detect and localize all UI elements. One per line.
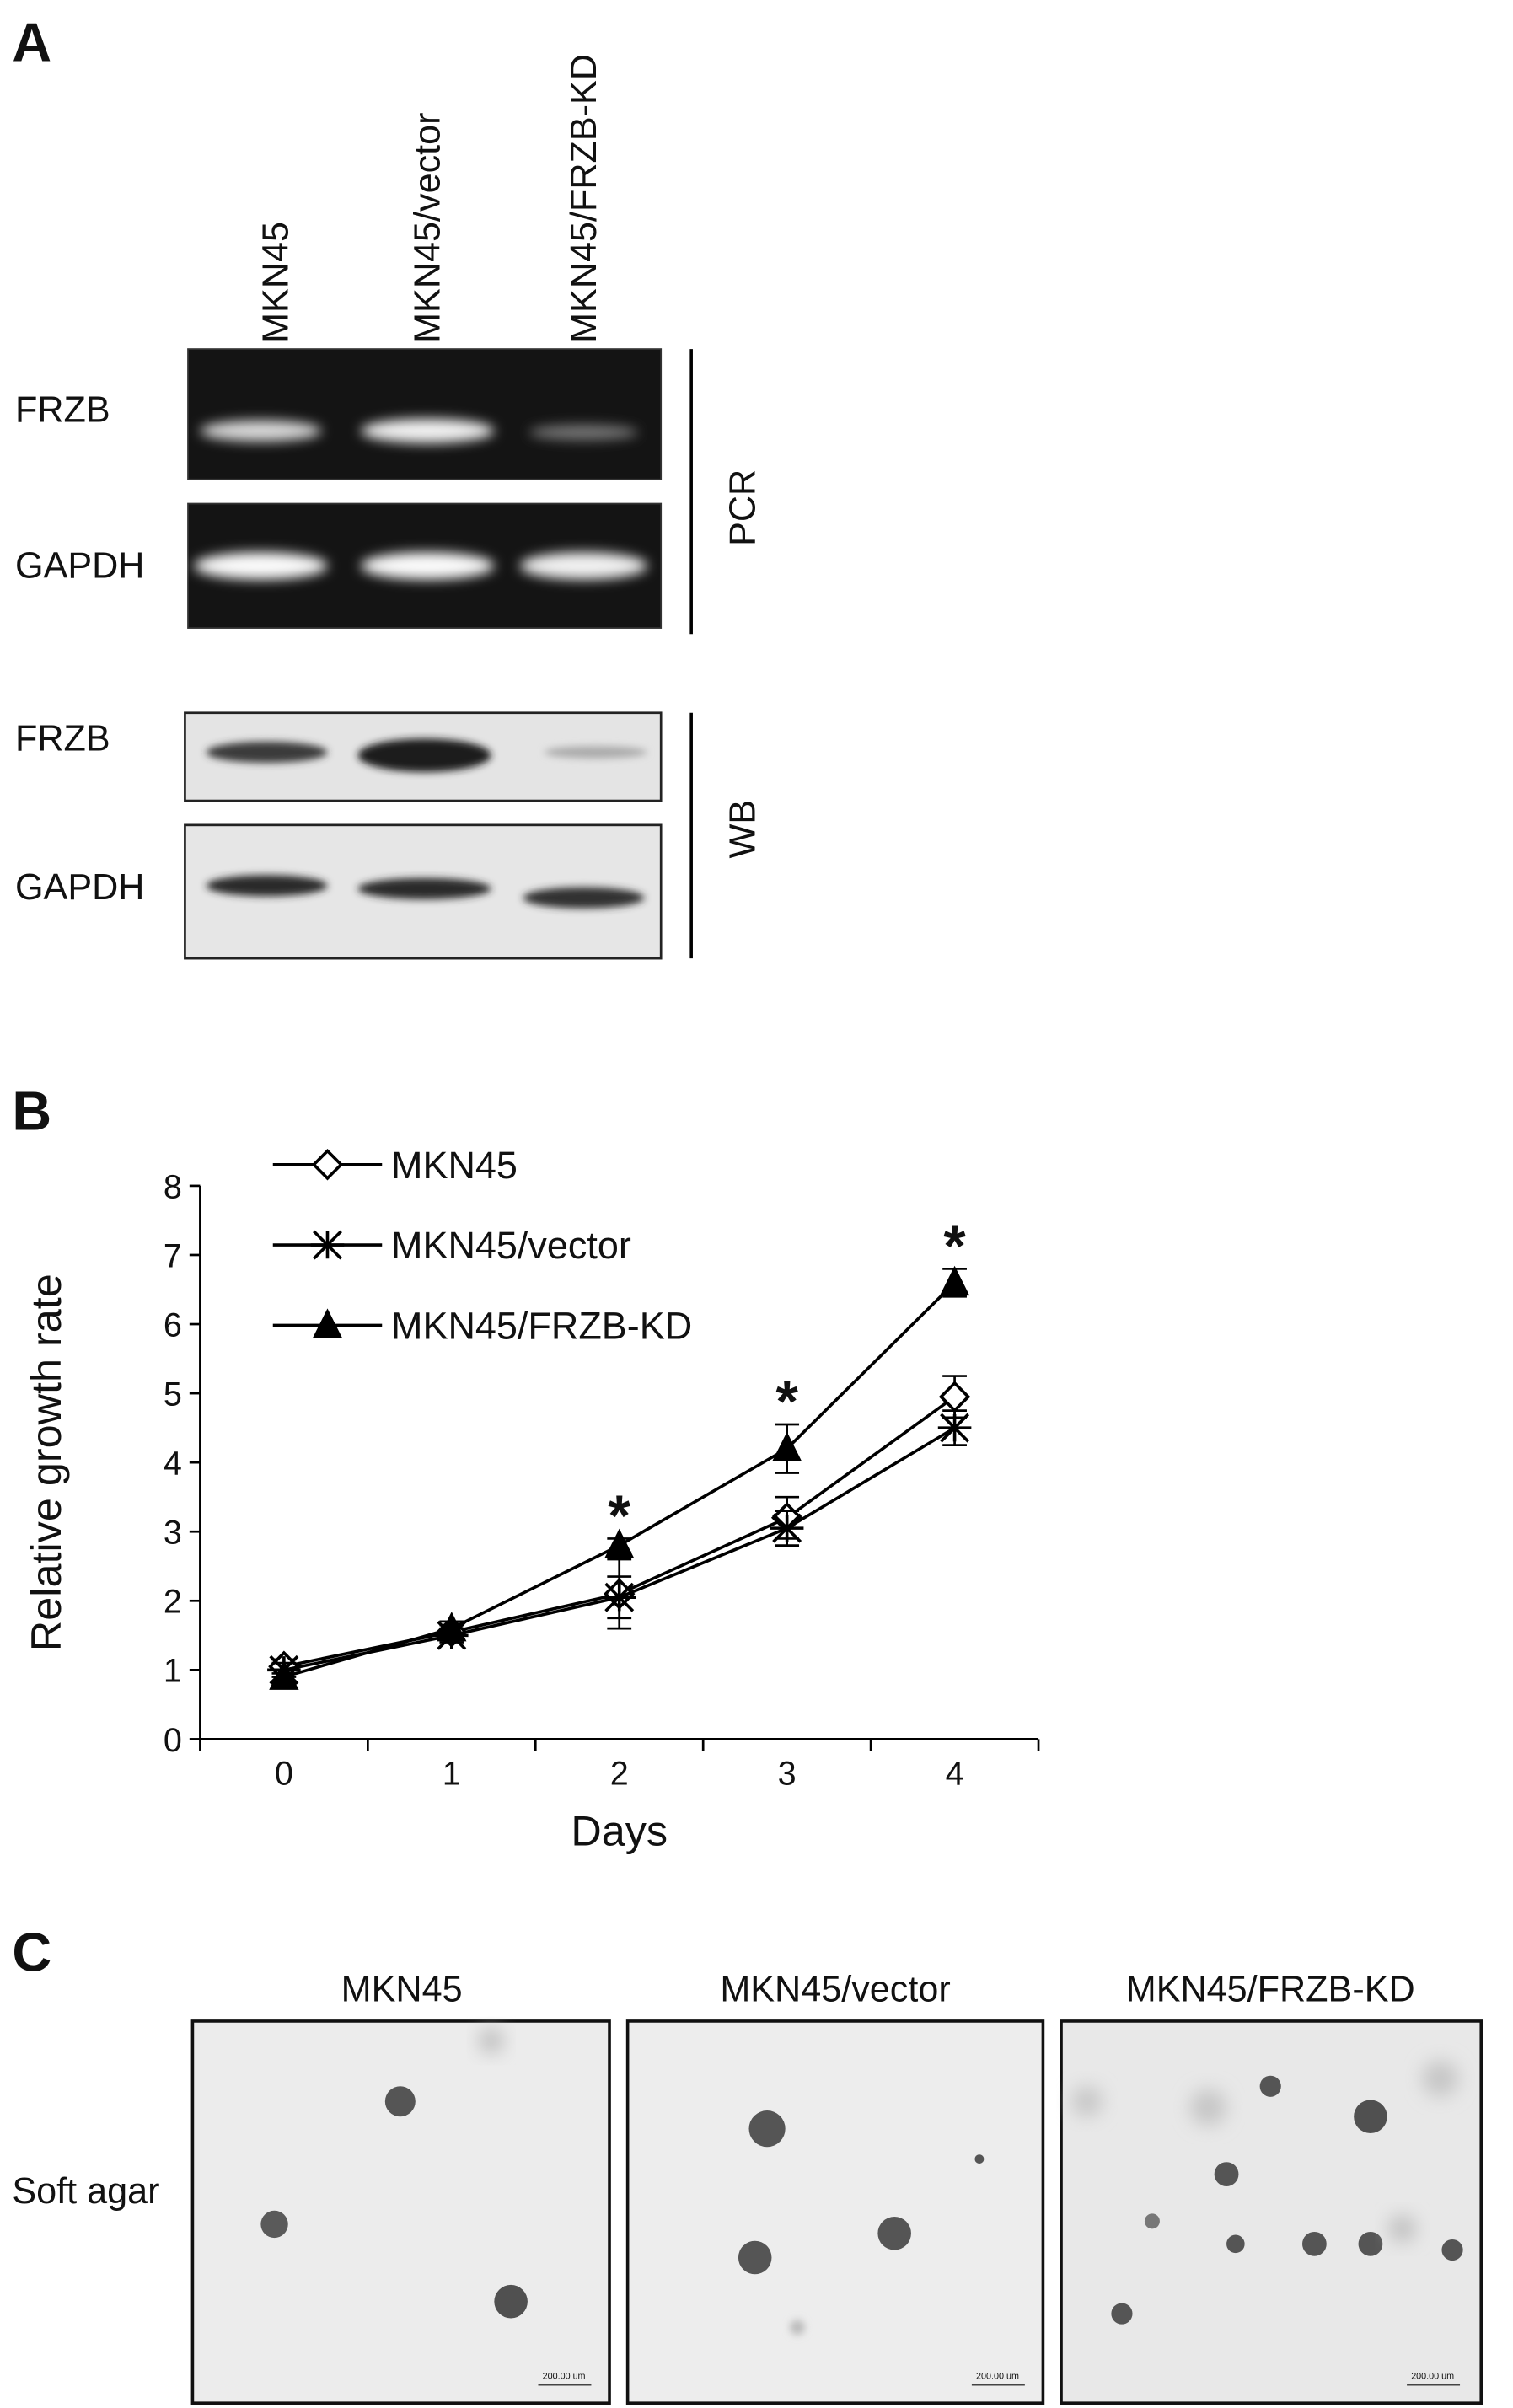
colony [738,2240,772,2275]
band [528,425,639,441]
colony [877,2216,911,2250]
point [772,1431,802,1462]
legend-label: MKN45 [391,1144,518,1187]
method-label: WB [723,800,764,859]
x-tick-label: 3 [778,1755,797,1792]
point [937,1413,972,1443]
gel-frame [187,348,663,480]
y-tick-label: 1 [164,1653,182,1690]
column-title: MKN45/FRZB-KD [1126,1970,1415,2010]
colony [384,2086,416,2117]
band [357,877,491,899]
debris [974,2154,985,2164]
colony [1259,2075,1281,2097]
colony [260,2210,288,2239]
scale-text: 200.00 um [976,2371,1019,2381]
lane-label: MKN45 [256,222,297,343]
colony [1144,2213,1160,2229]
band [544,746,648,759]
micrograph: 200.00 um [1060,2019,1483,2405]
micrograph: 200.00 um [190,2019,611,2405]
y-tick-label: 5 [164,1376,182,1413]
x-tick-label: 0 [275,1755,293,1792]
blur-spot [479,2028,504,2053]
band [206,741,328,764]
blur-spot [1388,2215,1416,2243]
y-tick-label: 7 [164,1237,182,1274]
point [604,1528,635,1558]
colony [494,2284,528,2319]
band [357,738,491,772]
y-tick-label: 6 [164,1306,182,1343]
x-tick-label: 4 [946,1755,964,1792]
row-label: FRZB [15,719,110,759]
legend-marker [311,1149,344,1181]
x-tick-label: 1 [443,1755,461,1792]
colony [1354,2100,1387,2134]
image-frame [190,2019,611,2405]
colony [1441,2239,1463,2261]
x-tick-label: 2 [610,1755,629,1792]
colony [1358,2231,1383,2256]
scale-text: 200.00 um [543,2371,586,2381]
band [194,552,328,580]
significance-mark: * [943,1215,966,1279]
blur-spot [1071,2086,1103,2117]
panel-label: C [12,1922,51,1983]
band [361,552,495,580]
colony [1214,2162,1239,2186]
blur-spot [1422,2060,1459,2097]
row-label: GAPDH [15,867,144,908]
colony [748,2110,786,2148]
row-label: Soft agar [12,2171,159,2212]
band [206,875,328,897]
y-tick-label: 4 [164,1445,182,1483]
legend-marker [312,1308,343,1338]
y-tick-label: 8 [164,1168,182,1205]
point [602,1582,636,1612]
band [361,418,495,443]
lane-label: MKN45/FRZB-KD [564,54,604,343]
colony [1111,2303,1133,2325]
method-label: PCR [723,469,764,546]
image-frame [625,2019,1045,2405]
band [523,887,645,909]
lane-label: MKN45/vector [408,112,448,342]
point [939,1265,970,1296]
wb-blot [184,711,663,960]
significance-mark: * [608,1484,630,1548]
colony [1301,2231,1327,2256]
row-label: FRZB [15,389,110,430]
legend-label: MKN45/vector [391,1224,631,1267]
point [269,1660,299,1690]
y-tick-label: 0 [164,1722,182,1759]
y-tick-label: 3 [164,1515,182,1552]
scale-text: 200.00 um [1411,2371,1454,2381]
x-axis-label: Days [571,1806,668,1854]
point [437,1612,467,1642]
legend-marker [310,1230,345,1260]
row-label: GAPDH [15,546,144,587]
band [200,420,322,442]
point [770,1513,804,1543]
blur-spot [1189,2089,1227,2126]
line-chart: 0 1 2 3 4 5 6 7 8 0 1 2 3 4 Days Relative growth rate MK… [22,1144,1040,1854]
legend-label: MKN45/FRZB-KD [391,1305,692,1348]
micrograph: 200.00 um [625,2019,1045,2405]
pcr-gel [187,348,663,629]
column-title: MKN45/vector [720,1970,950,2010]
y-axis-label: Relative growth rate [22,1274,70,1651]
column-title: MKN45 [341,1970,463,2010]
colony [1226,2234,1245,2254]
panel-label: B [12,1080,51,1141]
panel-label: A [12,11,51,72]
band [519,552,648,580]
significance-mark: * [775,1370,798,1434]
y-tick-label: 2 [164,1584,182,1621]
blur-spot [790,2320,806,2336]
